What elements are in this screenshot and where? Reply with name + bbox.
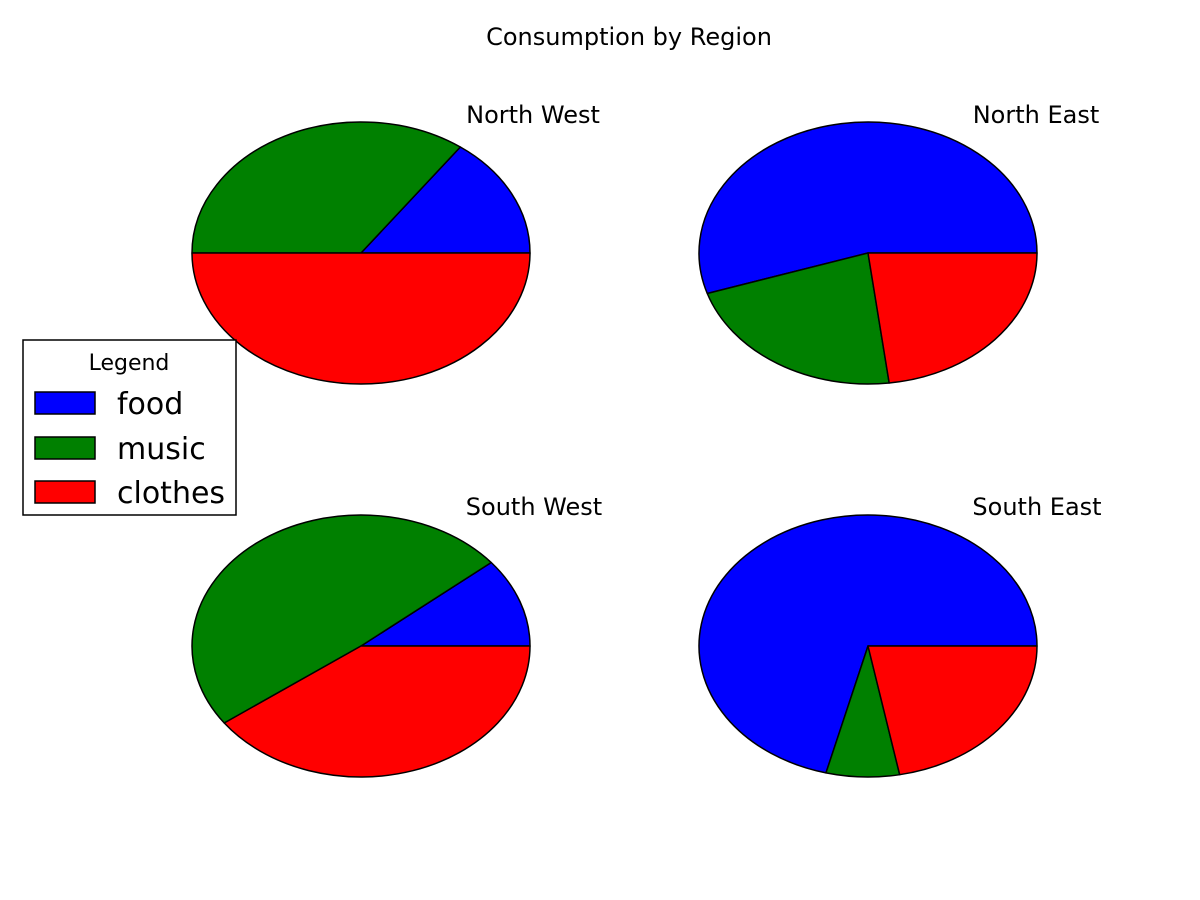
pie-slice-south-west-clothes xyxy=(223,645,531,778)
pie-slice-north-west-music xyxy=(191,121,462,254)
pie-slice-south-east-clothes xyxy=(867,645,1038,776)
pie-title-north-east: North East xyxy=(973,101,1100,129)
pie-title-north-west: North West xyxy=(466,101,600,129)
pie-slice-north-east-clothes xyxy=(867,252,1038,384)
pie-slice-north-west-clothes xyxy=(191,252,531,385)
legend-swatch-clothes xyxy=(34,480,96,504)
pie-north-east: North East xyxy=(698,101,1100,385)
legend-label-food: food xyxy=(117,387,183,422)
pie-south-east: South East xyxy=(698,493,1102,778)
pie-south-west: South West xyxy=(191,493,602,778)
pie-slice-south-west-food xyxy=(360,561,531,647)
pie-slice-north-west-food xyxy=(360,146,531,254)
pie-north-west: North West xyxy=(191,101,600,385)
pie-slice-south-east-food xyxy=(698,514,1038,774)
legend-swatch-music xyxy=(34,436,96,460)
legend-label-music: music xyxy=(117,432,206,467)
pie-title-south-west: South West xyxy=(466,493,602,521)
legend: Legend food music clothes xyxy=(22,339,237,516)
chart-title: Consumption by Region xyxy=(486,23,772,51)
legend-swatch-food xyxy=(34,391,96,415)
pie-slice-south-west-music xyxy=(191,514,492,724)
pie-slice-north-east-food xyxy=(698,121,1038,295)
legend-title: Legend xyxy=(89,351,170,376)
legend-label-clothes: clothes xyxy=(117,476,225,511)
pie-title-south-east: South East xyxy=(972,493,1101,521)
pie-slice-north-east-music xyxy=(706,252,890,385)
